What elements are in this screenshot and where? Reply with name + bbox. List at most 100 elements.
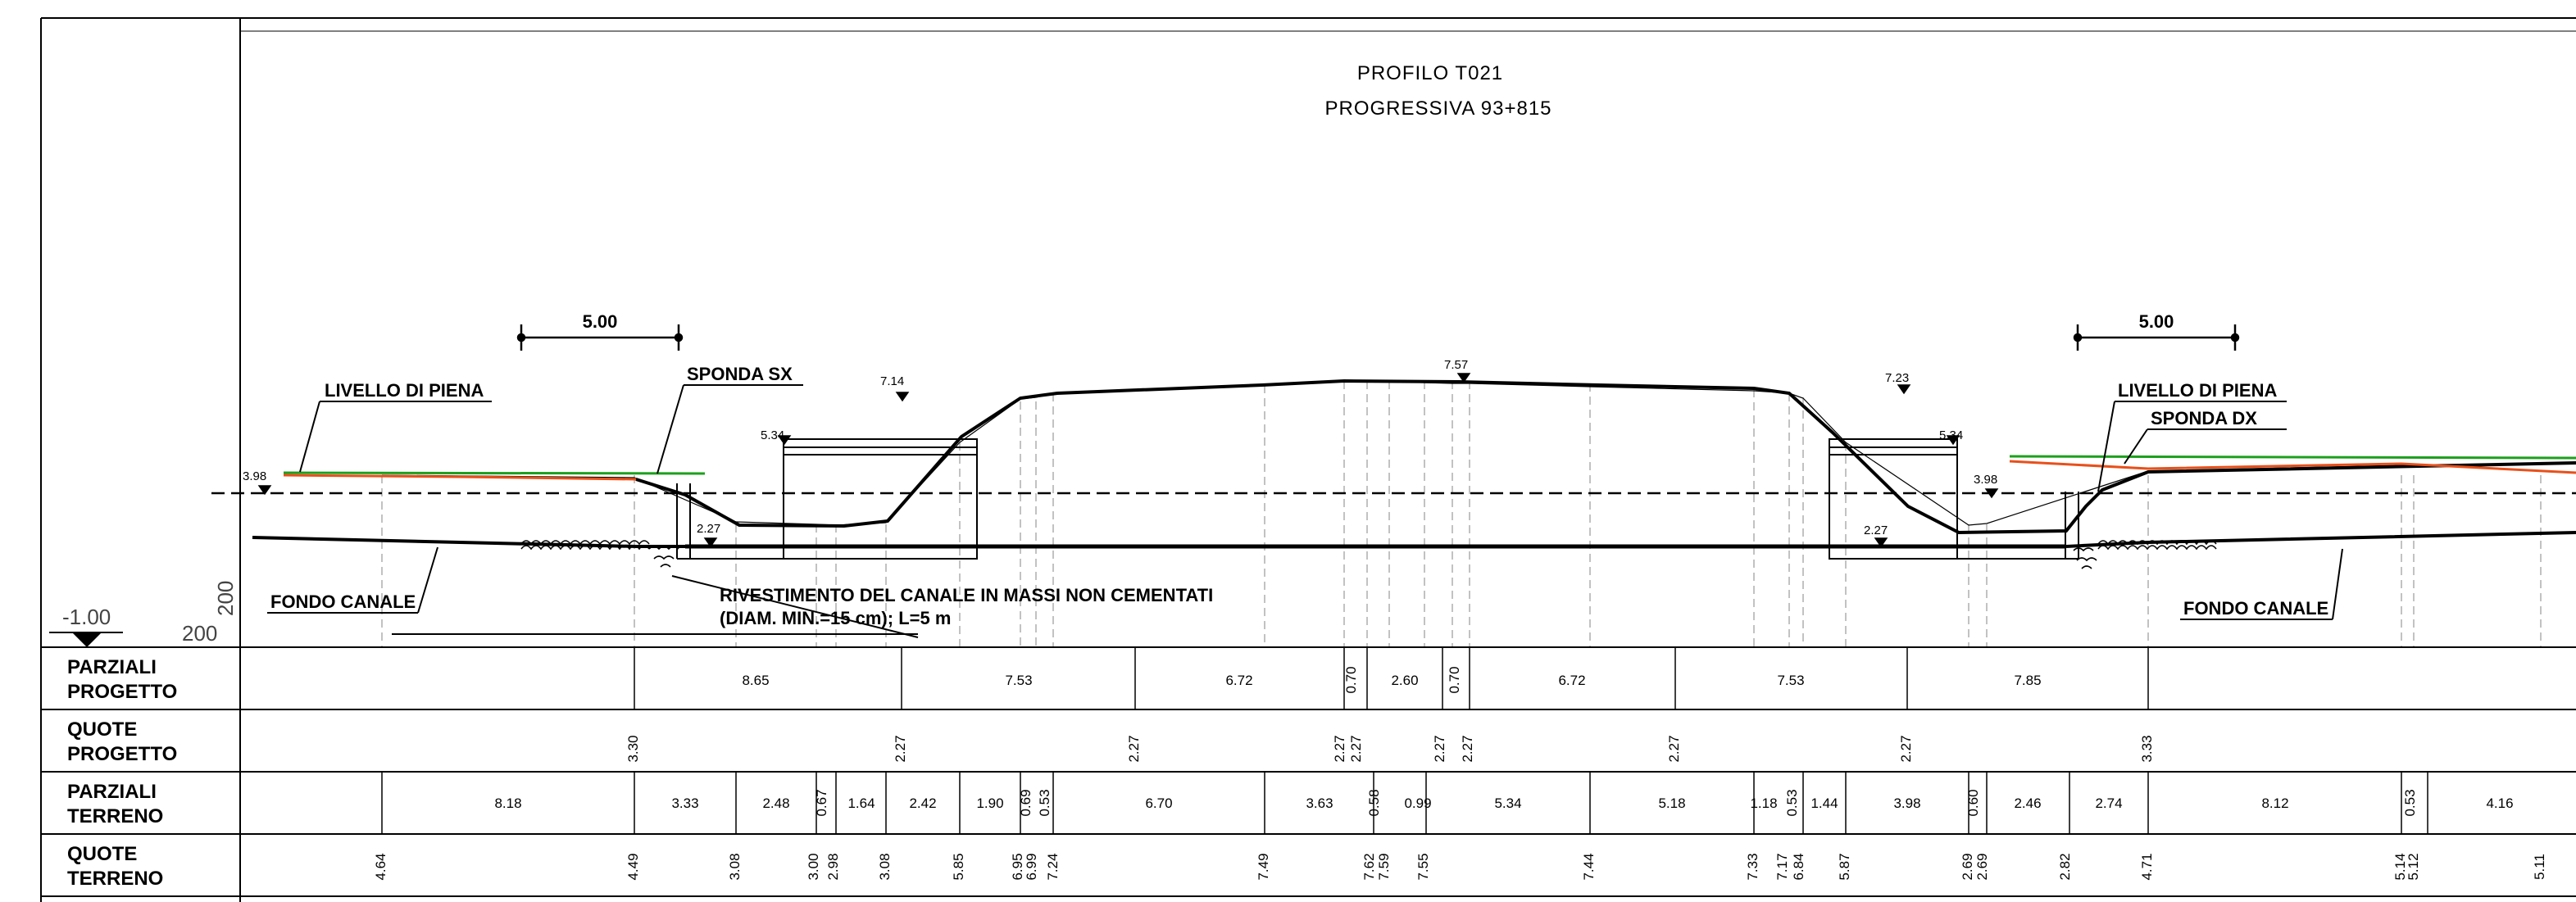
row-header-quote-terreno: QUOTE TERRENO [67, 843, 163, 890]
elev-2-27-left: 2.27 [697, 522, 720, 536]
quote-terreno-cell: 7.49 [1256, 853, 1271, 880]
elev-7-23: 7.23 [1885, 371, 1909, 385]
svg-text:TERRENO: TERRENO [67, 805, 163, 827]
row-header-quote-progetto: QUOTE PROGETTO [67, 718, 177, 765]
quote-terreno-cell: 3.08 [727, 853, 743, 880]
row-header-parziali-terreno: PARZIALI TERRENO [67, 781, 163, 827]
parziali-progetto-cell: 0.70 [1343, 666, 1359, 693]
table-ticks [381, 647, 2428, 834]
parziali-terreno-cell: 6.70 [1145, 795, 1172, 811]
parziali-terreno-cell: 4.16 [2486, 795, 2513, 811]
parziali-terreno-cell: 3.98 [1893, 795, 1920, 811]
elev-3-98-left: 3.98 [243, 469, 266, 483]
riprap-right [2073, 540, 2217, 569]
elev-7-57: 7.57 [1444, 358, 1468, 372]
svg-text:PARZIALI: PARZIALI [67, 656, 157, 678]
quote-progetto-cell: 3.33 [2139, 735, 2155, 762]
quote-progetto-cell: 2.27 [1666, 735, 1682, 762]
parziali-terreno-cell: 0.69 [1018, 789, 1034, 816]
parziali-progetto-cell: 7.85 [2014, 673, 2041, 688]
water-level-left [283, 471, 706, 475]
quote-terreno-cell: 7.17 [1774, 853, 1790, 880]
quote-terreno-cell: 2.69 [1960, 853, 1975, 880]
rivestimento-note-line2: (DIAM. MIN.=15 cm); L=5 m [720, 608, 951, 628]
parziali-terreno-cell: 0.60 [1965, 789, 1981, 816]
scale-bar-left [516, 324, 684, 351]
scale-bar-right-label: 5.00 [2139, 311, 2174, 332]
parziali-terreno-cell: 0.53 [1784, 789, 1800, 816]
quote-terreno-cell: 4.49 [625, 853, 641, 880]
parziali-terreno-cell: 8.18 [494, 795, 521, 811]
parziali-progetto-cell: 7.53 [1777, 673, 1804, 688]
quote-terreno-cell: 5.14 [2392, 853, 2408, 880]
quote-progetto-cell: 3.30 [625, 735, 641, 762]
left-structure [676, 438, 978, 560]
riprap-left [520, 540, 679, 568]
profile-title: PROFILO T021 [1357, 62, 1503, 84]
fondo-canale-left: FONDO CANALE [270, 592, 416, 612]
rivestimento-note-line1: RIVESTIMENTO DEL CANALE IN MASSI NON CEM… [720, 585, 1213, 605]
quote-progetto-cell: 2.27 [1126, 735, 1142, 762]
parziali-terreno-cell: 0.53 [1037, 789, 1052, 816]
scale-vertical: 200 [213, 581, 238, 616]
svg-text:QUOTE: QUOTE [67, 843, 137, 865]
quote-terreno-cell: 6.95 [1010, 853, 1025, 880]
svg-text:PARZIALI: PARZIALI [67, 781, 157, 803]
quote-terreno-cell: 7.33 [1745, 853, 1760, 880]
parziali-terreno-cell: 5.18 [1658, 795, 1685, 811]
elevation-markers [257, 373, 1999, 548]
bank-left [283, 474, 637, 481]
quote-progetto-cell: 2.27 [1348, 735, 1364, 762]
quote-progetto-cell: 2.27 [1332, 735, 1347, 762]
parziali-terreno-cell: 2.74 [2095, 795, 2122, 811]
terrain-line [381, 381, 2576, 526]
quote-terreno-cell: 5.87 [1837, 853, 1852, 880]
parziali-progetto-cell: 6.72 [1225, 673, 1252, 688]
parziali-terreno-cell: 2.46 [2014, 795, 2041, 811]
parziali-terreno-cell: 1.44 [1810, 795, 1838, 811]
quote-terreno-cell: 5.85 [951, 853, 966, 880]
quote-progetto-cell: 2.27 [1432, 735, 1447, 762]
quote-terreno-cell: 5.11 [2532, 854, 2547, 880]
quote-terreno-cell: 2.98 [825, 853, 841, 880]
parziali-terreno-cell: 3.33 [671, 795, 698, 811]
quote-terreno-cell: 4.64 [373, 853, 388, 880]
row-quote-progetto: 3.30 2.27 2.27 2.27 2.27 2.27 2.27 2.27 2.27 3.33 [625, 735, 2155, 762]
parziali-terreno-cell: 1.64 [847, 795, 875, 811]
livello-di-piena-right: LIVELLO DI PIENA [2118, 380, 2277, 401]
sponda-dx-label: SPONDA DX [2151, 408, 2257, 428]
quote-terreno-cell: 3.08 [877, 853, 893, 880]
quote-terreno-cell: 7.24 [1045, 853, 1061, 880]
row-header-parziali-progetto: PARZIALI PROGETTO [67, 656, 177, 703]
scale-horizontal: 200 [182, 621, 217, 646]
parziali-terreno-cell: 8.12 [2261, 795, 2288, 811]
drawing-frame [40, 17, 2576, 902]
parziali-progetto-cell: 7.53 [1005, 673, 1032, 688]
water-level-right [2009, 455, 2576, 460]
parziali-terreno-cell: 0.58 [1366, 789, 1382, 816]
quote-terreno-cell: 5.12 [2406, 853, 2421, 880]
elev-2-27-right: 2.27 [1864, 524, 1888, 537]
svg-text:PROGETTO: PROGETTO [67, 681, 177, 703]
quote-terreno-cell: 7.44 [1581, 853, 1597, 880]
parziali-terreno-cell: 2.48 [762, 795, 789, 811]
quote-terreno-cell: 7.59 [1376, 853, 1392, 880]
livello-di-piena-left: LIVELLO DI PIENA [325, 380, 484, 401]
parziali-terreno-cell: 5.34 [1494, 795, 1521, 811]
parziali-progetto-cell: 2.60 [1391, 673, 1418, 688]
row-parziali-progetto: 8.65 7.53 6.72 0.70 2.60 0.70 6.72 7.53 7.85 [742, 666, 2041, 693]
progressive-title: PROGRESSIVA 93+815 [1324, 97, 1552, 120]
elev-3-98-right: 3.98 [1974, 473, 1997, 487]
quote-terreno-cell: 4.71 [2139, 853, 2155, 880]
parziali-terreno-cell: 0.99 [1404, 795, 1431, 811]
row-parziali-terreno: 8.18 3.33 2.48 0.67 1.64 2.42 1.90 0.69 0.53 6.70… [494, 789, 2513, 816]
bank-right [2009, 460, 2576, 474]
quote-progetto-cell: 2.27 [1898, 735, 1914, 762]
quote-terreno-cell: 6.99 [1024, 853, 1039, 880]
elev-5-34-right: 5.34 [1939, 428, 1963, 442]
parziali-terreno-cell: 1.18 [1750, 795, 1777, 811]
svg-text:TERRENO: TERRENO [67, 868, 163, 890]
left-channel-profile [635, 378, 2576, 535]
parziali-terreno-cell: 2.42 [909, 795, 936, 811]
sponda-sx-label: SPONDA SX [687, 364, 793, 384]
